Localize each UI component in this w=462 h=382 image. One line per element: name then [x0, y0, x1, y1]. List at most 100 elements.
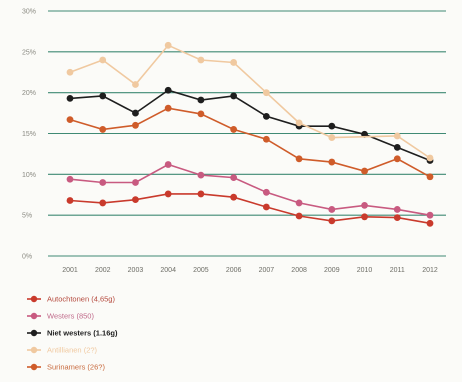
grid-layer	[48, 10, 446, 257]
data-point	[262, 112, 270, 120]
legend-entry: Autochtonen (4,65g)	[27, 295, 115, 304]
data-point	[66, 197, 74, 204]
y-tick-label: 0%	[22, 254, 32, 261]
y-tick-label: 25%	[22, 49, 36, 56]
data-point	[132, 196, 139, 204]
data-point	[230, 174, 238, 182]
series-3	[66, 86, 434, 164]
data-point	[328, 206, 336, 213]
x-tick-label: 2003	[128, 267, 144, 274]
data-point	[197, 171, 205, 179]
data-point	[393, 155, 401, 163]
x-tick-label: 2008	[291, 267, 307, 274]
data-point	[66, 68, 74, 76]
x-tick-label: 2004	[160, 267, 176, 274]
legend-marker	[30, 312, 38, 320]
legend-marker	[30, 346, 38, 354]
data-point	[262, 89, 270, 97]
data-point	[295, 199, 303, 207]
data-point	[426, 219, 434, 227]
data-point	[197, 96, 205, 104]
data-point	[295, 155, 303, 163]
x-tick-label: 2007	[259, 267, 275, 274]
y-axis-ticks: 0% 5% 10% 15% 20% 25% 30%	[22, 9, 36, 261]
data-point	[426, 173, 434, 181]
legend-label: Westers (850)	[47, 312, 94, 321]
y-tick-label: 15%	[22, 131, 36, 138]
data-point	[197, 56, 205, 64]
data-point	[164, 190, 172, 198]
series-4	[66, 41, 434, 162]
data-point	[328, 134, 336, 141]
data-point	[132, 109, 139, 117]
x-tick-label: 2005	[193, 267, 209, 274]
x-tick-label: 2011	[390, 267, 405, 274]
data-point	[132, 81, 139, 88]
data-point	[393, 206, 401, 213]
y-tick-label: 10%	[22, 172, 36, 179]
data-point	[295, 212, 303, 220]
data-point	[66, 94, 74, 102]
data-point	[295, 119, 303, 127]
data-point	[66, 116, 74, 124]
legend-marker	[30, 363, 38, 371]
legend: Autochtonen (4,65g) Westers (850) Niet wes…	[27, 295, 118, 372]
data-point	[164, 41, 172, 49]
legend-label: Antillianen (2?)	[47, 346, 98, 355]
series-line	[69, 89, 431, 162]
data-point	[361, 201, 368, 209]
series-line	[69, 163, 431, 216]
x-tick-label: 2001	[62, 267, 78, 274]
legend-label: Surinamers (26?)	[47, 363, 105, 372]
x-tick-label: 2009	[324, 267, 340, 274]
legend-marker	[30, 329, 38, 337]
x-axis-ticks: 2001 2002 2003 2004 2005 2006 2007 2008 2009 2010…	[62, 267, 438, 274]
data-point	[393, 214, 401, 222]
data-point	[328, 122, 336, 130]
data-point	[164, 161, 172, 168]
data-point	[99, 92, 107, 100]
x-tick-label: 2012	[422, 267, 438, 274]
series-1	[66, 190, 434, 227]
legend-marker	[30, 295, 38, 303]
data-point	[164, 104, 172, 112]
x-tick-label: 2002	[95, 267, 111, 274]
data-point	[132, 179, 139, 186]
data-point	[393, 143, 401, 151]
legend-entry: Niet westers (1.16g)	[27, 329, 118, 338]
data-point	[230, 92, 238, 100]
data-point	[393, 132, 401, 140]
data-point	[230, 59, 238, 66]
data-point	[426, 154, 434, 162]
data-point	[197, 110, 205, 118]
data-point	[99, 126, 107, 133]
data-point	[66, 175, 74, 183]
data-point	[426, 211, 434, 219]
series-line	[69, 44, 431, 159]
data-point	[132, 121, 139, 129]
data-point	[361, 167, 368, 175]
data-point	[197, 190, 205, 198]
y-tick-label: 5%	[22, 213, 32, 220]
legend-entry: Antillianen (2?)	[27, 346, 98, 355]
series-line	[69, 107, 431, 178]
legend-entry: Surinamers (26?)	[27, 363, 105, 372]
data-point	[262, 203, 270, 211]
legend-entry: Westers (850)	[27, 312, 94, 321]
legend-label: Autochtonen (4,65g)	[47, 295, 115, 304]
data-point	[99, 179, 107, 186]
series-2	[66, 161, 434, 219]
x-tick-label: 2010	[357, 267, 373, 274]
y-tick-label: 30%	[22, 9, 36, 16]
data-point	[328, 158, 336, 166]
data-point	[230, 126, 238, 133]
data-point	[99, 199, 107, 207]
x-tick-label: 2006	[226, 267, 242, 274]
series-5	[66, 104, 434, 181]
data-point	[99, 56, 107, 64]
legend-label: Niet westers (1.16g)	[47, 329, 118, 338]
data-point	[262, 135, 270, 143]
data-point	[361, 213, 368, 221]
